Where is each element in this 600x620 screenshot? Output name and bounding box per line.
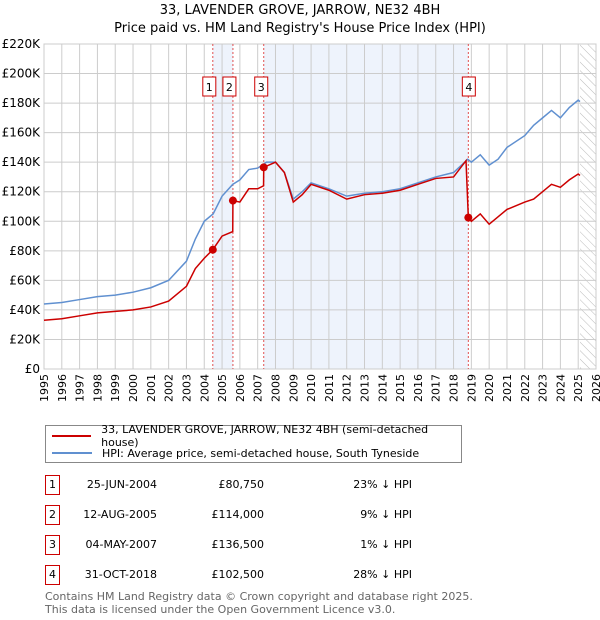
x-tick-label: 2003 [180, 374, 193, 402]
sale-point [259, 163, 268, 172]
sale-label: 1 [206, 81, 213, 94]
y-tick-label: £0 [25, 362, 40, 376]
chart-title: 33, LAVENDER GROVE, JARROW, NE32 4BH [159, 3, 441, 18]
sale-row: 3 04-MAY-2007 £136,500 1% ↓ HPI [45, 535, 465, 555]
sale-date: 12-AUG-2005 [83, 508, 157, 521]
x-tick-label: 2010 [305, 374, 318, 402]
x-tick-label: 2009 [287, 374, 300, 402]
sale-label: 4 [465, 81, 472, 94]
sale-date: 31-OCT-2018 [84, 568, 157, 581]
x-tick-label: 2004 [198, 374, 211, 402]
sale-price: £114,000 [211, 508, 265, 521]
sale-row: 4 31-OCT-2018 £102,500 28% ↓ HPI [45, 565, 465, 585]
sale-label-box [254, 76, 269, 97]
y-tick-label: £160K [2, 126, 42, 140]
sale-marker-badge: 1 [45, 475, 60, 495]
x-tick-label: 2022 [519, 374, 532, 402]
footer-line-2: This data is licensed under the Open Gov… [45, 603, 396, 616]
x-tick-label: 2026 [590, 374, 600, 402]
y-tick-label: £220K [2, 37, 42, 51]
property-line [43, 158, 581, 321]
x-tick-label: 2005 [216, 374, 229, 402]
legend: 33, LAVENDER GROVE, JARROW, NE32 4BH (se… [45, 423, 462, 463]
x-tick-label: 1995 [38, 374, 51, 402]
x-tick-label: 2008 [269, 374, 282, 402]
x-tick-label: 2002 [163, 374, 176, 402]
sale-hpi-diff: 1% ↓ HPI [360, 538, 412, 551]
shaded-range [263, 44, 469, 369]
sale-date: 04-MAY-2007 [85, 538, 157, 551]
x-tick-label: 1998 [91, 374, 104, 402]
x-tick-label: 2021 [501, 374, 514, 402]
sale-hpi-diff: 9% ↓ HPI [360, 508, 412, 521]
chart-subtitle: Price paid vs. HM Land Registry's House … [114, 21, 486, 36]
sale-row: 1 25-JUN-2004 £80,750 23% ↓ HPI [45, 475, 465, 495]
x-tick-label: 1997 [74, 374, 87, 402]
x-tick-label: 2015 [394, 374, 407, 402]
x-tick-label: 2023 [537, 374, 550, 402]
price-chart: £0 £20K £40K £60K £80K £100K £120K £140K £160K £1… [2, 37, 600, 402]
sale-date: 25-JUN-2004 [86, 478, 157, 491]
x-tick-label: 2000 [127, 374, 140, 402]
legend-label-hpi: HPI: Average price, semi-detached house,… [102, 446, 420, 460]
x-tick-label: 2013 [359, 374, 372, 402]
sale-hpi-diff: 23% ↓ HPI [353, 478, 412, 491]
sale-price: £80,750 [218, 478, 265, 491]
x-tick-label: 2024 [554, 374, 567, 402]
sale-point [228, 196, 237, 205]
sale-hpi-diff: 28% ↓ HPI [353, 568, 412, 581]
hpi-line [43, 99, 581, 305]
plot-border [43, 43, 597, 370]
x-tick-label: 2006 [234, 374, 247, 402]
sale-row: 2 12-AUG-2005 £114,000 9% ↓ HPI [45, 505, 465, 525]
x-tick-label: 2017 [430, 374, 443, 402]
y-tick-label: £40K [9, 303, 41, 317]
sale-marker-badge: 4 [45, 565, 60, 585]
sale-marker-badge: 2 [45, 505, 60, 525]
sale-price: £136,500 [211, 538, 265, 551]
x-tick-label: 2007 [252, 374, 265, 402]
forecast-hatch [579, 44, 596, 369]
footer-line-1: Contains HM Land Registry data © Crown c… [45, 590, 473, 603]
sale-label-box [222, 76, 237, 97]
y-tick-label: £20K [9, 332, 41, 346]
sale-point [208, 245, 217, 254]
legend-label-property: 33, LAVENDER GROVE, JARROW, NE32 4BH (se… [101, 423, 429, 449]
shaded-range [212, 44, 233, 369]
legend-swatch-hpi [52, 452, 92, 454]
sale-label: 2 [226, 81, 233, 94]
x-tick-label: 1999 [109, 374, 122, 402]
y-tick-label: £80K [9, 244, 41, 258]
x-tick-label: 2019 [465, 374, 478, 402]
legend-swatch-property [52, 435, 92, 437]
sale-label: 3 [258, 81, 265, 94]
y-tick-label: £180K [2, 96, 42, 110]
x-tick-label: 2016 [412, 374, 425, 402]
legend-item-hpi: HPI: Average price, semi-detached house,… [52, 445, 419, 461]
x-tick-label: 1996 [56, 374, 69, 402]
sale-price: £102,500 [211, 568, 265, 581]
y-tick-label: £140K [2, 155, 42, 169]
sale-label-box [202, 76, 217, 97]
sale-point [464, 213, 473, 222]
y-tick-label: £120K [2, 185, 42, 199]
legend-item-property: 33, LAVENDER GROVE, JARROW, NE32 4BH (se… [52, 423, 461, 449]
x-tick-label: 2020 [483, 374, 496, 402]
x-tick-label: 2025 [572, 374, 585, 402]
y-tick-label: £60K [9, 273, 41, 287]
x-tick-label: 2018 [448, 374, 461, 402]
footer: Contains HM Land Registry data © Crown c… [45, 590, 473, 616]
y-tick-label: £100K [2, 214, 42, 228]
x-tick-label: 2011 [323, 374, 336, 402]
y-tick-label: £200K [2, 67, 42, 81]
x-tick-label: 2012 [341, 374, 354, 402]
x-tick-label: 2001 [145, 374, 158, 402]
sale-marker-badge: 3 [45, 535, 60, 555]
x-tick-label: 2014 [376, 374, 389, 402]
sale-label-box [461, 76, 476, 97]
